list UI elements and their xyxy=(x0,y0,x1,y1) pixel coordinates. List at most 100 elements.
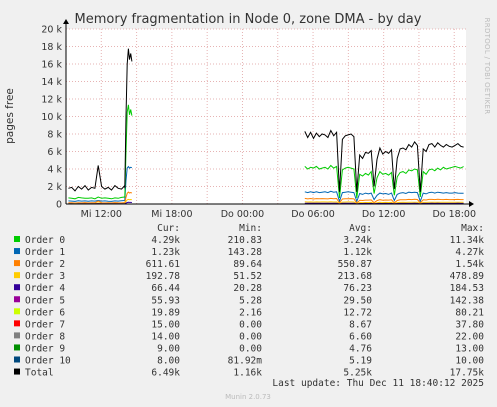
legend-min-value: 20.28 xyxy=(233,283,262,294)
legend-avg-value: 550.87 xyxy=(338,259,372,270)
x-tick-label: Do 00:00 xyxy=(221,209,265,220)
x-tick-label: Mi 12:00 xyxy=(81,209,122,220)
order-2-line xyxy=(124,191,133,203)
legend-swatch xyxy=(14,272,20,279)
x-axis-arrow xyxy=(469,201,474,207)
series-lines xyxy=(68,48,464,205)
legend-cur-value: 19.89 xyxy=(151,307,180,318)
order-0-line xyxy=(304,164,464,198)
legend-cur-value: 611.61 xyxy=(146,259,181,270)
order-2-line xyxy=(304,197,464,204)
legend-max-value: 10.00 xyxy=(455,356,484,367)
legend-cur-value: 1.23k xyxy=(151,247,180,258)
legend-cur-value: 192.78 xyxy=(146,271,181,282)
x-axis-ticks: Mi 12:00 Mi 18:00 Do 00:00 Do 06:00 Do 12:00… xyxy=(81,209,476,220)
legend-cur-value: 4.29k xyxy=(151,235,180,246)
order-4-line xyxy=(124,201,132,205)
legend-series-name: Order 3 xyxy=(25,271,65,282)
legend-swatch xyxy=(14,296,20,303)
legend-min-value: 0.00 xyxy=(239,343,262,354)
legend-avg-value: 76.23 xyxy=(343,283,372,294)
y-tick-label: 18 k xyxy=(41,42,62,53)
rrdtool-credit: RRDTOOL / TOBI OETIKER xyxy=(483,18,491,115)
legend-avg-value: 3.24k xyxy=(343,235,372,246)
legend-min-value: 89.64 xyxy=(233,259,262,270)
legend-series-name: Total xyxy=(25,368,54,379)
legend-max-value: 13.00 xyxy=(455,343,484,354)
legend-table: Cur: Min: Avg: Max:Order 0 4.29k 210.83 3.24k 1… xyxy=(14,223,484,379)
legend-min-value: 51.52 xyxy=(233,271,262,282)
legend-avg-value: 12.72 xyxy=(343,307,372,318)
legend-series-name: Order 9 xyxy=(25,343,65,354)
legend-avg-value: 6.60 xyxy=(349,331,372,342)
y-tick-label: 12 k xyxy=(41,95,62,106)
legend-max-value: 37.80 xyxy=(455,319,484,330)
legend-cur-value: 66.44 xyxy=(151,283,180,294)
munin-version: Munin 2.0.73 xyxy=(225,393,271,401)
axes xyxy=(63,19,474,207)
legend-avg-value: 5.19 xyxy=(349,356,372,367)
legend-series-name: Order 1 xyxy=(25,247,65,258)
legend-max-value: 478.89 xyxy=(450,271,485,282)
legend-column-header: Avg: xyxy=(349,223,372,234)
legend-swatch xyxy=(14,260,20,267)
legend-cur-value: 15.00 xyxy=(151,319,180,330)
legend-cur-value: 9.00 xyxy=(157,343,180,354)
order-4-line xyxy=(304,202,464,205)
legend-swatch xyxy=(14,284,20,291)
legend-series-name: Order 2 xyxy=(25,259,65,270)
legend-max-value: 11.34k xyxy=(450,235,485,246)
legend-column-header: Cur: xyxy=(157,223,180,234)
legend-min-value: 2.16 xyxy=(239,307,262,318)
legend-min-value: 0.00 xyxy=(239,331,262,342)
order-1-line xyxy=(68,199,125,202)
y-axis-arrow xyxy=(63,19,69,24)
legend-cur-value: 14.00 xyxy=(151,331,180,342)
legend-avg-value: 213.68 xyxy=(338,271,373,282)
legend-series-name: Order 0 xyxy=(25,235,65,246)
legend-column-header: Max: xyxy=(461,223,484,234)
x-tick-label: Mi 18:00 xyxy=(151,209,192,220)
chart-title: Memory fragmentation in Node 0, zone DMA… xyxy=(75,12,422,27)
legend-swatch xyxy=(14,248,20,255)
legend-column-header: Min: xyxy=(239,223,262,234)
legend-min-value: 210.83 xyxy=(228,235,262,246)
legend-swatch xyxy=(14,356,20,363)
y-tick-label: 14 k xyxy=(41,77,62,88)
legend-series-name: Order 10 xyxy=(25,356,71,367)
legend-series-name: Order 4 xyxy=(25,283,65,294)
y-tick-label: 2 k xyxy=(47,182,62,193)
x-tick-label: Do 12:00 xyxy=(362,209,406,220)
legend-avg-value: 5.25k xyxy=(343,368,372,379)
y-tick-label: 0 xyxy=(56,200,62,211)
legend-cur-value: 6.49k xyxy=(151,368,180,379)
x-tick-label: Do 18:00 xyxy=(432,209,476,220)
legend-max-value: 22.00 xyxy=(455,331,484,342)
legend-swatch xyxy=(14,332,20,339)
order-1-line xyxy=(124,165,133,201)
legend-max-value: 142.38 xyxy=(450,295,485,306)
y-tick-label: 10 k xyxy=(41,112,62,123)
legend-avg-value: 4.76 xyxy=(349,343,372,354)
legend-max-value: 80.21 xyxy=(455,307,484,318)
order-3-line xyxy=(124,198,133,204)
y-tick-label: 20 k xyxy=(41,25,62,36)
legend-min-value: 0.00 xyxy=(239,319,262,330)
order-0-line xyxy=(68,196,125,200)
order-1-line xyxy=(304,190,464,204)
total-line xyxy=(124,48,133,189)
legend-series-name: Order 8 xyxy=(25,331,65,342)
legend-max-value: 1.54k xyxy=(455,259,484,270)
legend-avg-value: 1.12k xyxy=(343,247,372,258)
legend-swatch xyxy=(14,308,20,315)
x-tick-label: Do 06:00 xyxy=(291,209,335,220)
last-update: Last update: Thu Dec 11 18:40:12 2025 xyxy=(272,378,484,389)
order-3-line xyxy=(304,201,464,205)
legend-swatch xyxy=(14,344,20,351)
legend-swatch xyxy=(14,236,20,242)
legend-series-name: Order 7 xyxy=(25,319,65,330)
legend-max-value: 184.53 xyxy=(450,283,484,294)
order-2-line xyxy=(68,200,125,204)
y-tick-label: 8 k xyxy=(47,130,62,141)
